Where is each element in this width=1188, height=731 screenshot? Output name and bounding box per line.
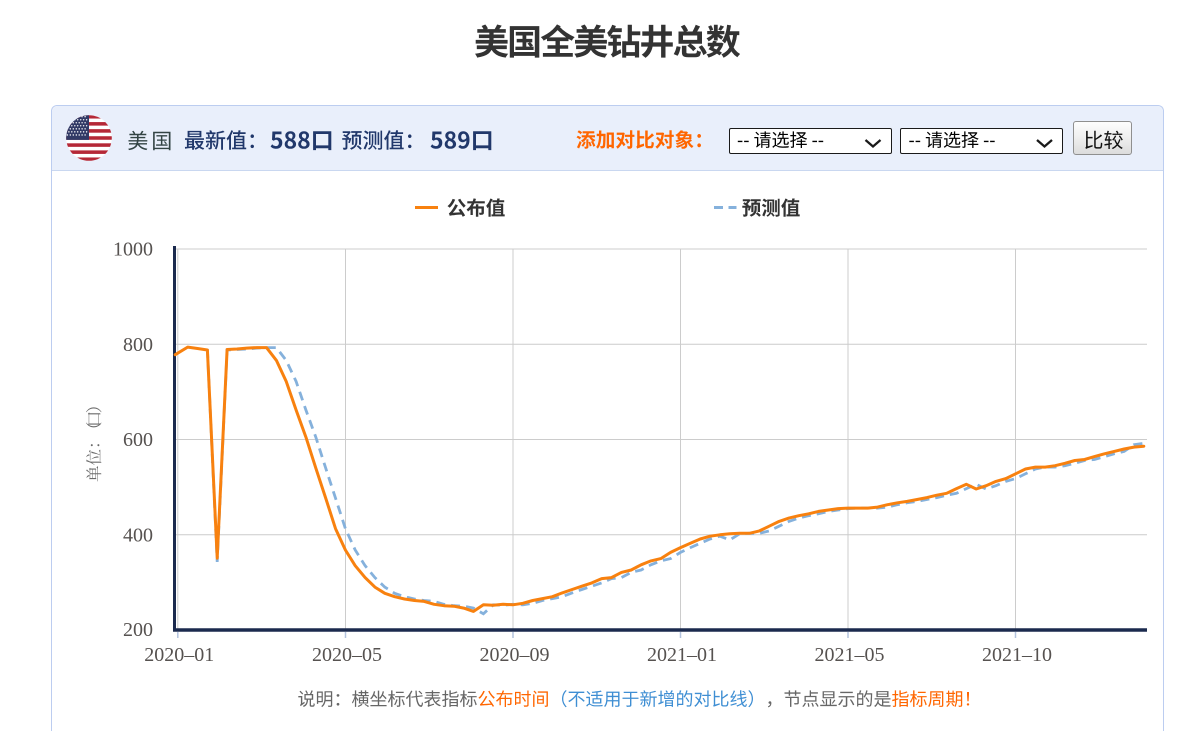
svg-text:2020–09: 2020–09	[480, 644, 550, 666]
svg-text:600: 600	[123, 429, 153, 451]
svg-text:2020–05: 2020–05	[312, 644, 382, 666]
svg-text:200: 200	[123, 619, 153, 641]
svg-text:2020–01: 2020–01	[144, 644, 214, 666]
svg-text:2021–05: 2021–05	[815, 644, 885, 666]
svg-text:1000: 1000	[113, 239, 153, 261]
svg-text:2021–01: 2021–01	[647, 644, 717, 666]
svg-text:800: 800	[123, 334, 153, 356]
svg-text:400: 400	[123, 524, 153, 546]
svg-text:2021–10: 2021–10	[982, 644, 1052, 666]
